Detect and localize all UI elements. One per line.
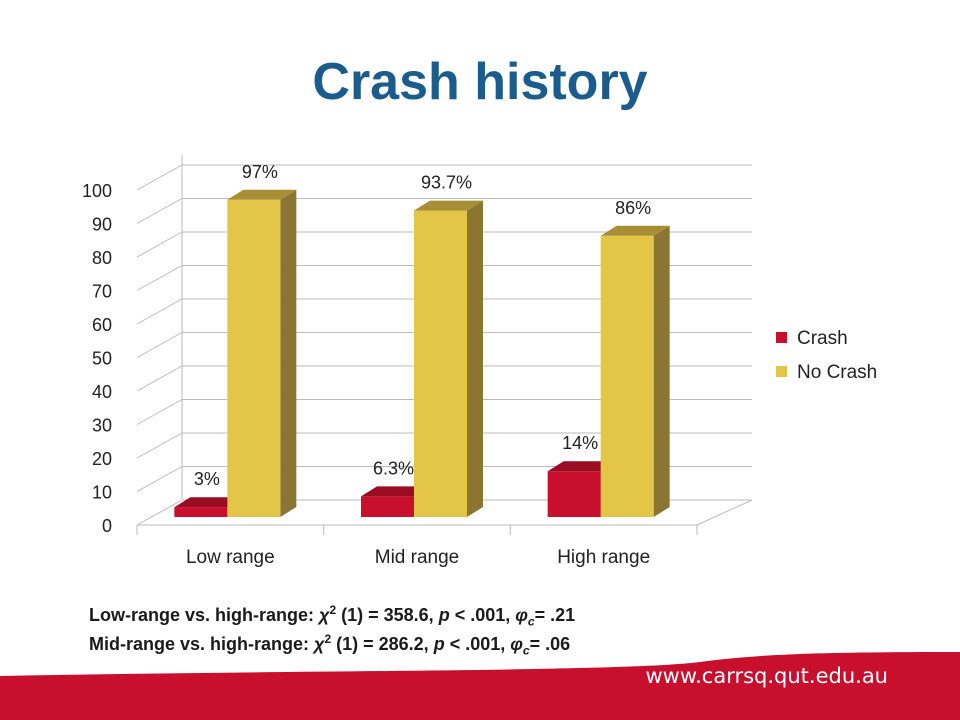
stats-line-low-vs-high: Low-range vs. high-range: χ2 (1) = 358.6… [89,603,576,629]
grid-diagonal [136,164,183,191]
y-tick-label: 80 [92,248,112,268]
grid-diagonal [136,365,183,392]
bar-no-crash [227,199,281,517]
legend-label-crash: Crash [797,328,848,349]
bar-side-no-crash [467,200,483,517]
y-tick-label: 20 [92,449,112,469]
bar-side-no-crash [653,225,670,517]
x-category-label: Mid range [375,547,460,568]
bar-top-no-crash [600,225,670,236]
legend-swatch-no-crash [776,366,787,378]
page-title: Crash history [312,53,648,111]
bar-crash [547,471,601,517]
y-tick-label: 10 [92,483,112,503]
y-tick-label: 100 [82,181,112,201]
bar-crash [361,496,414,517]
grid-diagonal [136,198,183,224]
legend-item-crash: Crash [776,328,848,350]
grid-diagonal [136,265,183,291]
x-category-label: High range [557,547,650,568]
bar-crash [174,507,228,517]
bar-top-crash [547,461,617,472]
y-tick-label: 90 [92,215,112,235]
legend-item-no-crash: No Crash [776,362,877,384]
y-tick-label: 60 [92,315,112,335]
data-label-crash: 14% [562,433,598,453]
grid-diagonal [136,298,183,325]
grid-diagonal [136,399,183,425]
grid-diagonal [136,466,183,492]
bar-no-crash [414,210,467,517]
x-category-label: Low range [186,547,275,568]
data-label-no-crash: 86% [615,198,651,218]
grid-diagonal [136,231,183,258]
footer-url[interactable]: www.carrsq.qut.edu.au [645,664,889,688]
bar-chart: 0 10 20 30 40 50 60 70 80 90 100 3% 97% Low range 6.3%… [82,155,753,568]
stats-line-mid-vs-high: Mid-range vs. high-range: χ2 (1) = 286.2… [89,632,571,658]
data-label-crash: 6.3% [373,458,414,478]
y-tick-label: 50 [92,349,112,369]
grid-diagonal [136,332,183,358]
legend-label-no-crash: No Crash [797,362,878,383]
y-tick-label: 30 [92,416,112,436]
data-label-no-crash: 93.7% [421,173,472,193]
y-tick-label: 0 [102,516,112,536]
legend-swatch-crash [776,332,787,344]
floor-right-edge [696,499,753,526]
grid-diagonal [136,499,183,526]
footer-curve [0,652,960,720]
y-tick-label: 70 [92,282,112,302]
grid-diagonal [136,432,183,459]
bar-no-crash [600,235,654,517]
y-tick-label: 40 [92,382,112,402]
bar-top-no-crash [227,189,297,200]
data-label-crash: 3% [194,469,220,489]
data-label-no-crash: 97% [242,162,278,182]
bar-top-crash [174,497,244,508]
bar-side-no-crash [280,189,297,517]
bar-top-crash [361,486,430,497]
bar-top-no-crash [414,200,483,211]
